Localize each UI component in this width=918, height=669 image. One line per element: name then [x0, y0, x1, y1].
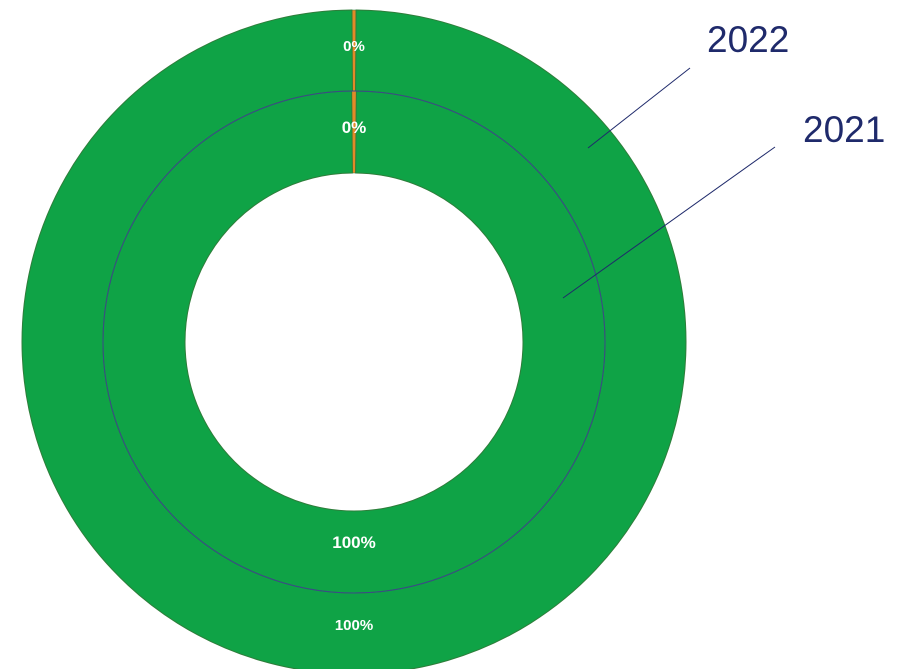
ring-2022-slice-1-label: 100%: [335, 617, 373, 634]
ring-2022-series-label: 2022: [707, 19, 789, 60]
ring-2021-series-label: 2021: [803, 109, 885, 150]
ring-2022-slice-0-label: 0%: [343, 38, 365, 55]
ring-2021-leader-line: [562, 146, 776, 299]
ring-2021-slice-1-label: 100%: [332, 533, 375, 552]
ring-2022-leader-line: [587, 67, 691, 149]
ring-divider: [102, 90, 606, 594]
ring-2021-slice-0-label: 0%: [342, 118, 367, 137]
chart-labels: 0% 100% 2022 0% 100% 2021: [332, 19, 885, 634]
chart-rings: [21, 9, 687, 669]
